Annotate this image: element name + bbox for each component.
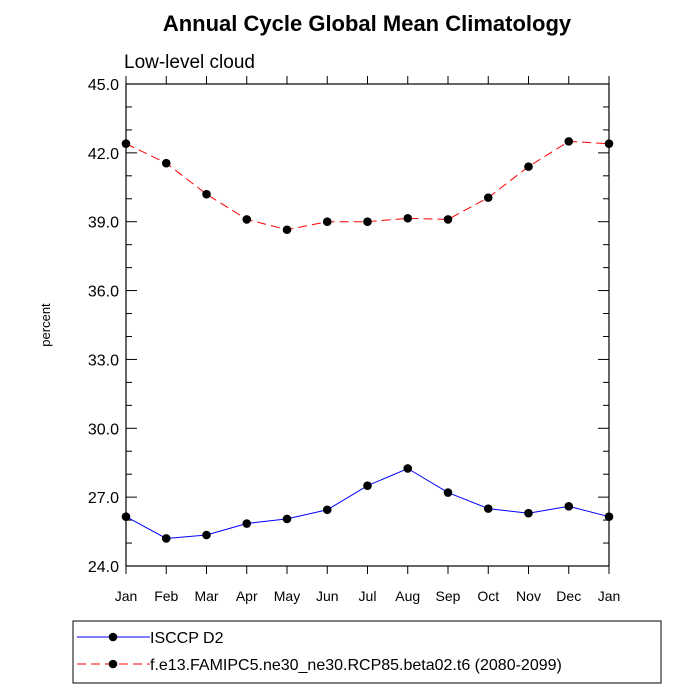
x-tick-label: Aug: [395, 588, 420, 604]
y-tick-label: 45.0: [88, 77, 119, 94]
x-tick-label: Jul: [359, 588, 377, 604]
data-point-series-1: [322, 217, 332, 227]
y-tick-label: 24.0: [88, 559, 119, 576]
data-point-series-1: [604, 139, 614, 148]
data-point-series-1: [443, 215, 453, 224]
y-tick-label: 33.0: [88, 352, 119, 369]
x-tick-label: Mar: [194, 588, 218, 604]
legend-label-1: f.e13.FAMIPC5.ne30_ne30.RCP85.beta02.t6 …: [150, 657, 562, 674]
data-point-series-0: [363, 481, 372, 490]
x-tick-label: Jun: [316, 588, 339, 604]
x-tick-label: Feb: [154, 588, 178, 604]
data-point-series-0: [443, 488, 453, 497]
legend-marker-0: [108, 632, 118, 642]
data-point-series-0: [282, 514, 292, 524]
y-tick-label: 30.0: [88, 421, 119, 438]
data-point-series-0: [121, 512, 131, 521]
x-tick-label: Apr: [236, 588, 258, 604]
y-tick-label: 36.0: [88, 284, 119, 301]
x-tick-label: Sep: [436, 588, 461, 604]
data-point-series-0: [161, 534, 171, 543]
x-tick-label: Nov: [516, 588, 541, 604]
legend-box: [72, 620, 662, 684]
y-tick-label: 42.0: [88, 146, 119, 163]
x-tick-label: Jan: [115, 588, 138, 604]
data-point-series-0: [322, 505, 332, 515]
data-point-series-0: [242, 519, 252, 528]
data-point-series-0: [403, 464, 413, 473]
plot-frame: [125, 83, 610, 567]
data-point-series-0: [524, 508, 533, 518]
data-point-series-1: [161, 158, 171, 168]
legend-label-0: ISCCP D2: [150, 630, 224, 647]
data-point-series-1: [121, 139, 131, 148]
data-point-series-1: [524, 162, 533, 171]
data-point-series-1: [564, 137, 574, 146]
series-line-0: [125, 467, 610, 540]
data-point-series-1: [483, 193, 493, 202]
data-point-series-0: [564, 502, 574, 511]
data-point-series-1: [282, 225, 292, 235]
data-point-series-0: [202, 530, 211, 540]
y-tick-label: 39.0: [88, 215, 119, 232]
data-point-series-1: [202, 189, 211, 199]
x-tick-label: Oct: [477, 588, 499, 604]
data-point-series-0: [483, 504, 493, 513]
data-point-series-1: [363, 217, 372, 227]
data-point-series-1: [403, 213, 413, 223]
series-line-1: [125, 140, 610, 231]
legend-marker-1: [108, 659, 118, 669]
data-point-series-0: [604, 512, 614, 521]
x-tick-label: Jan: [598, 588, 621, 604]
y-axis-label: percent: [38, 303, 53, 347]
y-tick-label: 27.0: [88, 490, 119, 507]
x-tick-label: May: [274, 588, 300, 604]
chart-title: Annual Cycle Global Mean Climatology: [163, 11, 572, 36]
x-tick-label: Dec: [556, 588, 581, 604]
chart-subtitle: Low-level cloud: [124, 52, 255, 73]
data-point-series-1: [242, 215, 252, 224]
